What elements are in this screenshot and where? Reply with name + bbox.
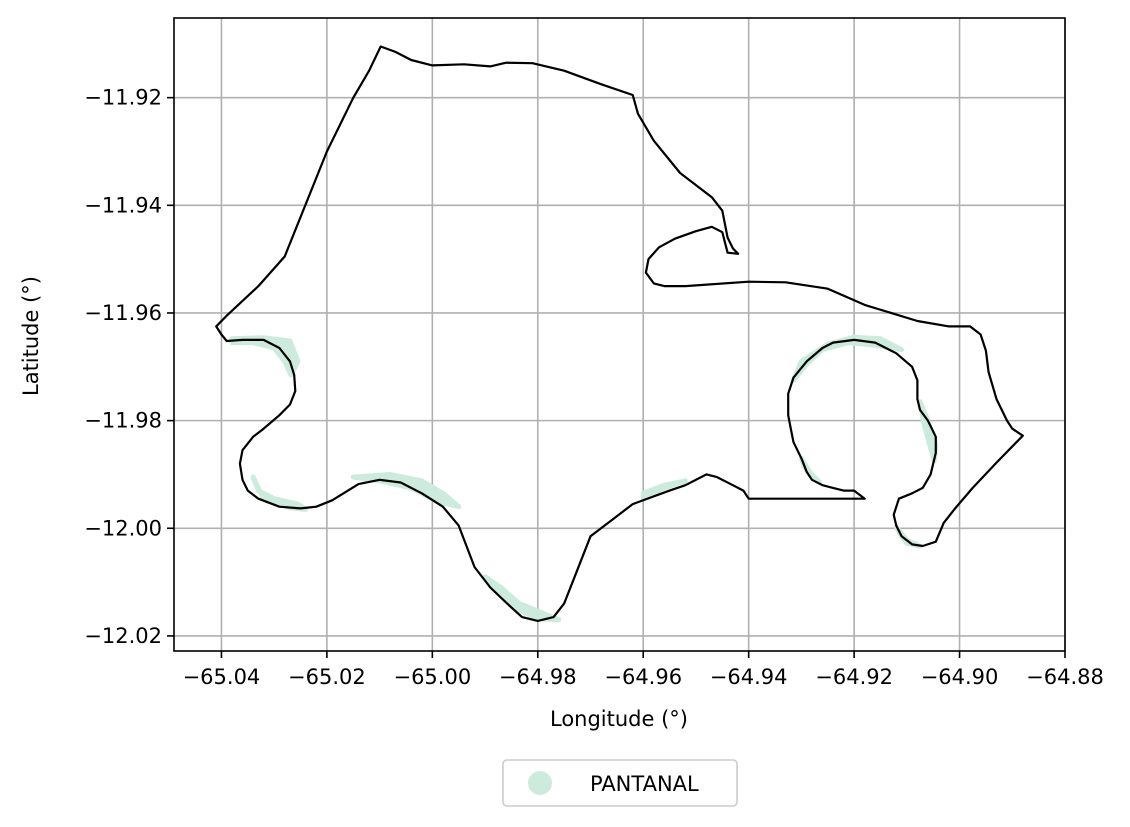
y-tick-label: −11.94 — [84, 193, 162, 217]
x-tick-label: −64.94 — [710, 665, 788, 689]
pantanal-patch — [482, 574, 562, 623]
pantanal-patch — [350, 471, 462, 510]
grid-lines — [174, 18, 1066, 651]
pantanal-patch — [250, 474, 309, 512]
x-tick-label: −64.96 — [604, 665, 682, 689]
x-tick-label: −64.98 — [499, 665, 577, 689]
y-axis-ticks: −11.92 −11.94 −11.96 −11.98 −12.00 −12.02 — [84, 86, 174, 648]
y-tick-label: −11.98 — [84, 409, 162, 433]
x-tick-label: −64.88 — [1026, 665, 1104, 689]
boundary-outline — [215, 45, 1024, 622]
legend-label-pantanal: PANTANAL — [590, 772, 699, 796]
pantanal-patch — [640, 478, 688, 502]
pantanal-patch — [229, 335, 301, 378]
y-axis-label: Latitude (°) — [19, 276, 43, 396]
x-tick-label: −64.92 — [815, 665, 893, 689]
x-tick-label: −65.04 — [183, 665, 261, 689]
x-tick-label: −65.02 — [288, 665, 366, 689]
legend-swatch-pantanal — [528, 771, 552, 795]
x-tick-label: −65.00 — [393, 665, 471, 689]
y-tick-label: −12.02 — [84, 624, 162, 648]
x-axis-ticks: −65.04 −65.02 −65.00 −64.98 −64.96 −64.94 −64.… — [183, 651, 1104, 689]
x-tick-label: −64.90 — [921, 665, 999, 689]
y-tick-label: −11.92 — [84, 86, 162, 110]
boundary-outline-layer — [215, 45, 1024, 622]
plot-frame — [173, 17, 1066, 652]
y-tick-label: −12.00 — [84, 516, 162, 540]
y-tick-label: −11.96 — [84, 301, 162, 325]
x-axis-label: Longitude (°) — [550, 707, 688, 731]
legend-box — [502, 759, 738, 807]
legend: PANTANAL — [502, 759, 738, 807]
